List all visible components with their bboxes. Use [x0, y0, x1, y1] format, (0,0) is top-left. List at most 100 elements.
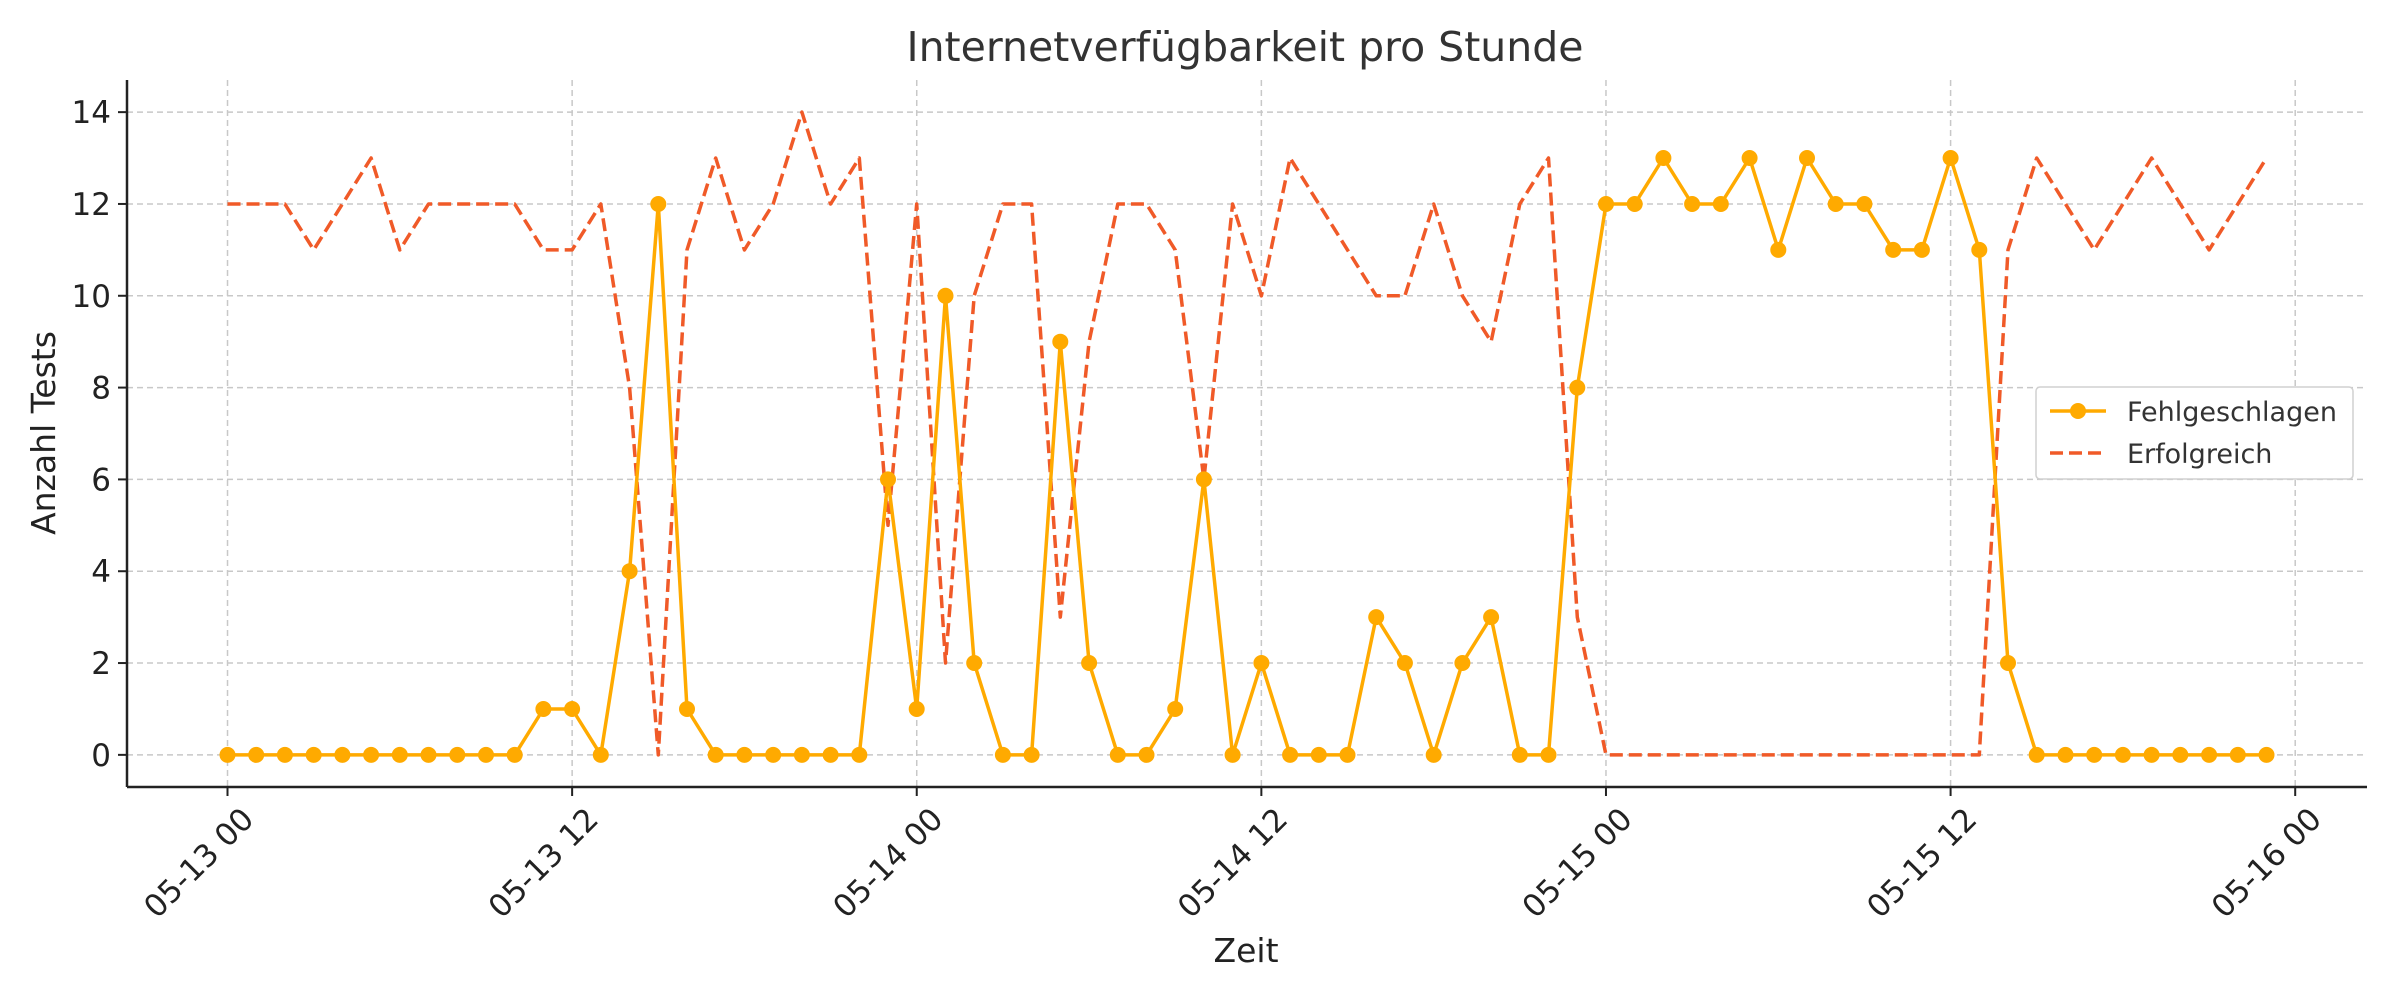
y-tick-label: 12 — [72, 187, 111, 223]
data-point-fehlgeschlagen — [621, 563, 638, 580]
x-axis-title: Zeit — [1213, 931, 1278, 970]
data-point-fehlgeschlagen — [851, 746, 868, 763]
data-point-fehlgeschlagen — [2229, 746, 2246, 763]
x-tick-label: 05-15 00 — [1516, 801, 1640, 925]
data-point-fehlgeschlagen — [707, 746, 724, 763]
legend-label-fehlgeschlagen: Fehlgeschlagen — [2127, 397, 2337, 428]
data-point-fehlgeschlagen — [2172, 746, 2189, 763]
legend-marker-fehlgeschlagen — [2070, 403, 2086, 419]
data-point-fehlgeschlagen — [1799, 150, 1815, 166]
y-tick-label: 2 — [91, 646, 111, 682]
data-point-fehlgeschlagen — [679, 701, 695, 717]
data-point-fehlgeschlagen — [1195, 471, 1212, 488]
data-point-fehlgeschlagen — [219, 746, 236, 763]
data-point-fehlgeschlagen — [592, 746, 609, 763]
data-point-fehlgeschlagen — [1712, 196, 1729, 212]
legend-box — [2035, 386, 2354, 480]
data-point-fehlgeschlagen — [2114, 746, 2131, 763]
data-point-fehlgeschlagen — [2000, 655, 2016, 671]
data-point-fehlgeschlagen — [1368, 609, 1385, 626]
x-tick-label: 05-14 00 — [826, 801, 950, 925]
series-line-erfolgreich — [227, 110, 2268, 757]
data-point-fehlgeschlagen — [1856, 196, 1873, 212]
data-point-fehlgeschlagen — [1655, 150, 1672, 166]
x-axis-ticks: 05-13 00 05-13 12 05-14 00 05-14 12 05-15 00… — [137, 787, 2329, 925]
data-point-fehlgeschlagen — [1684, 196, 1701, 212]
data-point-fehlgeschlagen — [1741, 150, 1758, 166]
data-point-fehlgeschlagen — [449, 746, 466, 763]
data-point-fehlgeschlagen — [363, 746, 380, 763]
data-point-fehlgeschlagen — [736, 746, 753, 763]
data-point-fehlgeschlagen — [535, 701, 552, 717]
data-point-fehlgeschlagen — [1081, 655, 1098, 671]
data-point-fehlgeschlagen — [994, 746, 1011, 763]
y-tick-label: 6 — [91, 462, 111, 498]
data-point-fehlgeschlagen — [276, 746, 293, 763]
y-axis-ticks: 0 2 4 6 8 10 12 14 — [72, 95, 127, 774]
data-point-fehlgeschlagen — [2201, 746, 2218, 763]
data-point-fehlgeschlagen — [650, 196, 667, 212]
data-point-fehlgeschlagen — [1540, 746, 1557, 763]
data-point-fehlgeschlagen — [1138, 746, 1155, 763]
data-point-fehlgeschlagen — [1425, 746, 1442, 763]
data-point-fehlgeschlagen — [391, 746, 408, 763]
legend: Fehlgeschlagen Erfolgreich — [2035, 386, 2354, 480]
data-point-fehlgeschlagen — [1483, 609, 1500, 626]
data-point-fehlgeschlagen — [478, 746, 494, 763]
y-axis-title: Anzahl Tests — [24, 331, 63, 535]
data-point-fehlgeschlagen — [334, 746, 351, 763]
data-point-fehlgeschlagen — [1569, 379, 1586, 396]
data-point-fehlgeschlagen — [1253, 655, 1270, 671]
y-tick-label: 4 — [91, 554, 111, 590]
data-point-fehlgeschlagen — [2086, 746, 2103, 763]
data-point-fehlgeschlagen — [248, 746, 265, 763]
data-point-fehlgeschlagen — [1310, 746, 1327, 763]
chart-title: Internetverfügbarkeit pro Stunde — [906, 23, 1583, 71]
data-point-fehlgeschlagen — [506, 746, 523, 763]
data-point-fehlgeschlagen — [1971, 241, 1988, 258]
data-point-fehlgeschlagen — [2258, 746, 2275, 763]
y-tick-label: 8 — [91, 371, 111, 407]
data-point-fehlgeschlagen — [1827, 196, 1844, 212]
y-tick-label: 14 — [72, 95, 111, 131]
data-point-fehlgeschlagen — [1942, 150, 1959, 166]
data-point-fehlgeschlagen — [1598, 196, 1614, 212]
data-point-fehlgeschlagen — [420, 746, 437, 763]
data-point-fehlgeschlagen — [966, 655, 983, 671]
data-point-fehlgeschlagen — [880, 471, 896, 488]
data-point-fehlgeschlagen — [1511, 746, 1528, 763]
data-point-fehlgeschlagen — [1282, 746, 1299, 763]
x-tick-label: 05-13 00 — [137, 801, 261, 925]
data-point-fehlgeschlagen — [1770, 241, 1787, 258]
data-point-fehlgeschlagen — [1626, 196, 1643, 212]
data-point-fehlgeschlagen — [1885, 241, 1902, 258]
series-line-fehlgeschlagen — [227, 156, 2267, 757]
x-tick-label: 05-16 00 — [2205, 801, 2329, 925]
data-point-fehlgeschlagen — [1339, 746, 1356, 763]
x-tick-label: 05-14 12 — [1171, 801, 1295, 925]
data-point-fehlgeschlagen — [1913, 241, 1930, 258]
data-point-fehlgeschlagen — [908, 701, 925, 717]
data-point-fehlgeschlagen — [1167, 701, 1184, 717]
axes — [125, 80, 2367, 789]
data-point-fehlgeschlagen — [2057, 746, 2074, 763]
data-point-fehlgeschlagen — [1224, 746, 1241, 763]
y-tick-label: 10 — [72, 279, 111, 315]
data-point-fehlgeschlagen — [937, 287, 954, 304]
data-point-fehlgeschlagen — [564, 701, 581, 717]
x-tick-label: 05-15 12 — [1860, 801, 1984, 925]
data-point-fehlgeschlagen — [793, 746, 810, 763]
data-point-fehlgeschlagen — [1454, 655, 1471, 671]
data-point-fehlgeschlagen — [765, 746, 782, 763]
data-point-fehlgeschlagen — [822, 746, 839, 763]
legend-label-erfolgreich: Erfolgreich — [2127, 439, 2272, 470]
grid — [127, 80, 2367, 787]
data-point-fehlgeschlagen — [1052, 333, 1069, 350]
data-point-fehlgeschlagen — [1023, 746, 1040, 763]
data-point-fehlgeschlagen — [2028, 746, 2045, 763]
data-point-fehlgeschlagen — [1109, 746, 1126, 763]
x-tick-label: 05-13 12 — [482, 801, 606, 925]
data-point-fehlgeschlagen — [1396, 655, 1413, 671]
data-point-fehlgeschlagen — [305, 746, 322, 763]
